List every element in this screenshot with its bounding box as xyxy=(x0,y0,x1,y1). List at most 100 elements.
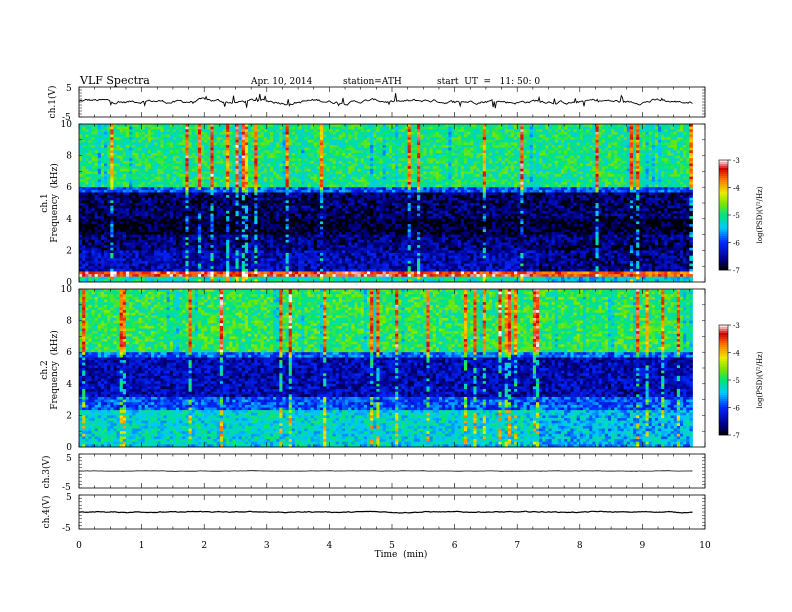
spectrogram-cell xyxy=(311,169,315,172)
spectrogram-cell xyxy=(229,166,233,169)
spectrogram-cell xyxy=(445,174,449,177)
spectrogram-cell xyxy=(624,150,628,153)
spectrogram-cell xyxy=(307,169,311,172)
spectrogram-cell xyxy=(157,185,161,188)
spectrogram-cell xyxy=(552,158,556,161)
spectrogram-cell xyxy=(580,148,584,151)
spectrogram-cell xyxy=(251,171,255,174)
spectrogram-cell xyxy=(426,137,430,140)
spectrogram-cell xyxy=(505,148,509,151)
spectrogram-cell xyxy=(448,174,452,177)
spectrogram-cell xyxy=(477,124,481,127)
spectrogram-cell xyxy=(204,140,208,143)
spectrogram-cell xyxy=(279,137,283,140)
spectrogram-cell xyxy=(257,140,261,143)
spectrogram-cell xyxy=(370,124,374,127)
spectrogram-cell xyxy=(104,171,108,174)
spectrogram-cell xyxy=(189,185,193,188)
spectrogram-cell xyxy=(574,145,578,148)
spectrogram-cell xyxy=(217,135,221,138)
spectrogram-cell xyxy=(195,127,199,130)
spectrogram-cell xyxy=(477,179,481,182)
spectrogram-cell xyxy=(667,148,671,151)
spectrogram-cell xyxy=(436,166,440,169)
spectrogram-cell xyxy=(567,153,571,156)
spectrogram-cell xyxy=(386,153,390,156)
spectrogram-cell xyxy=(173,158,177,161)
spectrogram-cell xyxy=(680,135,684,138)
spectrogram-cell xyxy=(649,171,653,174)
spectrogram-cell xyxy=(273,161,277,164)
spectrogram-cell xyxy=(486,185,490,188)
spectrogram-cell xyxy=(267,187,271,190)
spectrogram-cell xyxy=(345,177,349,180)
spectrogram-cell xyxy=(395,129,399,132)
spectrogram-cell xyxy=(239,137,243,140)
spectrogram-cell xyxy=(389,161,393,164)
spectrogram-cell xyxy=(649,177,653,180)
spectrogram-cell xyxy=(214,135,218,138)
spectrogram-cell xyxy=(88,137,92,140)
spectrogram-cell xyxy=(620,127,624,130)
spectrogram-cell xyxy=(574,182,578,185)
spectrogram-cell xyxy=(370,182,374,185)
spectrogram-cell xyxy=(329,148,333,151)
spectrogram-cell xyxy=(395,164,399,167)
spectrogram-cell xyxy=(417,124,421,127)
spectrogram-cell xyxy=(367,171,371,174)
spectrogram-cell xyxy=(314,153,318,156)
spectrogram-cell xyxy=(686,148,690,151)
spectrogram-cell xyxy=(304,164,308,167)
spectrogram-cell xyxy=(239,145,243,148)
spectrogram-cell xyxy=(314,135,318,138)
spectrogram-cell xyxy=(307,150,311,153)
spectrogram-cell xyxy=(173,129,177,132)
spectrogram-cell xyxy=(110,145,114,148)
spectrogram-cell xyxy=(477,164,481,167)
spectrogram-cell xyxy=(88,156,92,159)
spectrogram-cell xyxy=(242,182,246,185)
spectrogram-cell xyxy=(646,142,650,145)
spectrogram-cell xyxy=(345,142,349,145)
spectrogram-cell xyxy=(517,187,521,190)
spectrogram-cell xyxy=(311,164,315,167)
spectrogram-cell xyxy=(289,158,293,161)
spectrogram-cell xyxy=(549,124,553,127)
spectrogram-cell xyxy=(552,132,556,135)
spectrogram-cell xyxy=(232,132,236,135)
spectrogram-cell xyxy=(117,161,121,164)
spectrogram-cell xyxy=(517,174,521,177)
spectrogram-cell xyxy=(286,137,290,140)
spectrogram-cell xyxy=(245,185,249,188)
spectrogram-cell xyxy=(98,174,102,177)
spectrogram-cell xyxy=(408,179,412,182)
spectrogram-cell xyxy=(395,182,399,185)
ch1-ylabel: ch.1(V) xyxy=(47,86,58,119)
spectrogram-cell xyxy=(589,127,593,130)
spectrogram-cell xyxy=(414,166,418,169)
spectrogram-cell xyxy=(273,182,277,185)
spectrogram-cell xyxy=(433,140,437,143)
spectrogram-cell xyxy=(671,171,675,174)
spectrogram-cell xyxy=(445,137,449,140)
spectrogram-cell xyxy=(498,185,502,188)
spectrogram-cell xyxy=(358,135,362,138)
spectrogram-cell xyxy=(448,148,452,151)
spectrogram-cell xyxy=(129,142,133,145)
spectrogram-cell xyxy=(689,132,693,135)
spectrogram-cell xyxy=(392,185,396,188)
spectrogram-cell xyxy=(351,137,355,140)
spectrogram-cell xyxy=(542,169,546,172)
spectrogram-cell xyxy=(336,124,340,127)
spectrogram-cell xyxy=(608,185,612,188)
spectrogram-cell xyxy=(492,153,496,156)
spectrogram-cell xyxy=(405,158,409,161)
spectrogram-cell xyxy=(301,166,305,169)
spectrogram-cell xyxy=(386,150,390,153)
spectrogram-cell xyxy=(652,171,656,174)
spectrogram-cell xyxy=(671,127,675,130)
spectrogram-cell xyxy=(88,140,92,143)
spectrogram-cell xyxy=(627,187,631,190)
spectrogram-cell xyxy=(473,185,477,188)
spectrogram-cell xyxy=(326,185,330,188)
